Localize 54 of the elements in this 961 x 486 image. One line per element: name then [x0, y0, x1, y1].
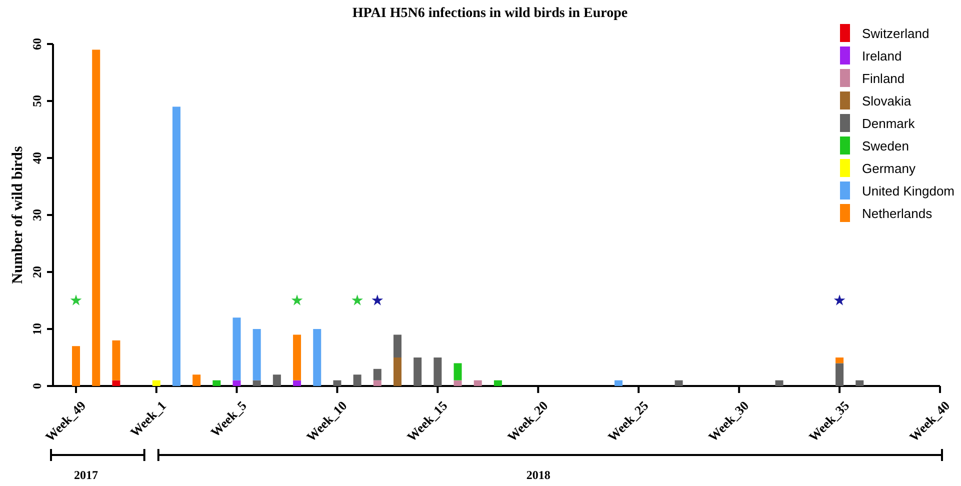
bar [373, 380, 382, 386]
legend-label: Netherlands [862, 206, 933, 221]
bar [836, 363, 844, 386]
bar [293, 334, 302, 380]
legend-label: Ireland [862, 48, 902, 64]
legend-label: Germany [862, 161, 916, 176]
legend-label: Finland [862, 71, 905, 86]
bar [192, 374, 201, 386]
bar [494, 380, 502, 386]
bar [454, 380, 462, 386]
bar [313, 329, 322, 386]
bar [232, 380, 241, 386]
bar [232, 318, 241, 380]
bar [333, 380, 342, 386]
legend-label: Slovakia [862, 94, 912, 108]
y-tick-label: 20 [30, 266, 44, 278]
legend-label: Switzerland [862, 26, 930, 41]
bar [856, 380, 864, 386]
bar [92, 50, 100, 386]
bar [112, 340, 120, 380]
chart-title: HPAI H5N6 infections in wild birds in Europe [352, 6, 628, 21]
bar [353, 374, 362, 386]
bar [674, 380, 683, 386]
y-tick-label: 0 [30, 383, 44, 389]
bar [775, 380, 784, 386]
bar [454, 363, 462, 380]
bar [614, 380, 623, 386]
bar [152, 380, 160, 386]
y-tick-label: 30 [30, 209, 44, 221]
bar [373, 368, 382, 380]
bar [212, 380, 221, 386]
y-tick-label: 50 [30, 95, 44, 107]
bar [293, 380, 302, 386]
bar [172, 106, 180, 386]
text: 2017 [74, 468, 98, 482]
bar [393, 358, 402, 386]
legend-label: Denmark [862, 116, 916, 131]
legend-label: Sweden [862, 138, 909, 154]
bar [434, 358, 442, 386]
y-tick-label: 60 [30, 38, 44, 50]
bar [474, 380, 482, 386]
bar [393, 334, 402, 358]
bar [252, 329, 261, 380]
bar [414, 358, 422, 386]
y-axis-title: Number of wild birds [10, 146, 26, 284]
y-tick-label: 40 [30, 152, 44, 164]
bar [836, 358, 844, 364]
legend-label: United Kingdom [862, 184, 954, 198]
bar [272, 374, 281, 386]
bar [252, 380, 261, 386]
bar [72, 346, 80, 386]
text: 2018 [526, 468, 550, 482]
y-tick-label: 10 [30, 323, 44, 335]
bar [112, 380, 120, 386]
